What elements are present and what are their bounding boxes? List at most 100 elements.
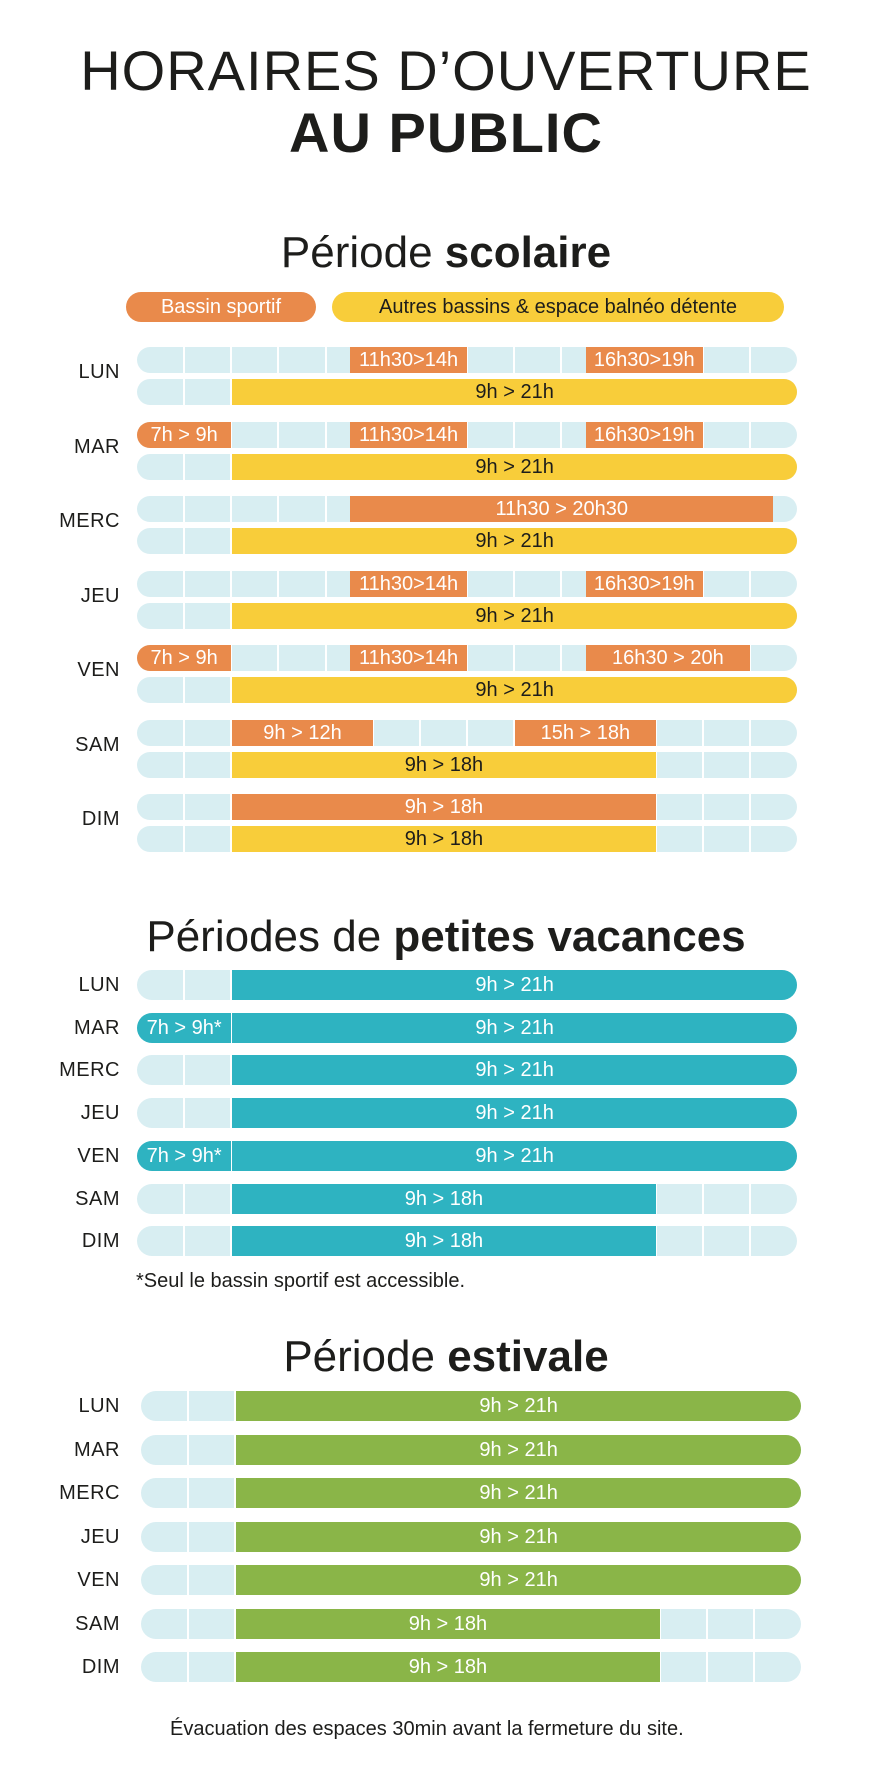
day-label: SAM <box>75 1187 120 1210</box>
vacances-track: 9h > 21h <box>137 970 797 1000</box>
hour-tick <box>371 719 374 746</box>
hour-tick <box>513 421 516 448</box>
hour-tick <box>748 1183 751 1214</box>
hour-tick <box>187 1391 190 1421</box>
hour-tick <box>230 719 233 746</box>
hour-tick <box>513 570 516 597</box>
hour-tick <box>654 1183 657 1214</box>
hour-tick <box>513 347 516 373</box>
hour-tick <box>183 379 186 405</box>
scolaire-sportif-track: 11h30 > 20h30 <box>137 496 797 522</box>
day-label: MERC <box>59 510 120 532</box>
hour-tick <box>183 496 186 522</box>
scolaire-autres-bar: 9h > 21h <box>232 677 797 703</box>
day-label: VEN <box>77 1144 120 1167</box>
hour-tick <box>418 719 421 746</box>
section-title-scolaire-normal: Période <box>280 228 445 277</box>
hour-tick <box>234 1478 237 1508</box>
section-title-estivale-normal: Période <box>283 1332 448 1381</box>
hour-tick <box>324 645 327 671</box>
hour-tick <box>748 347 751 373</box>
section-title-estivale-bold: estivale <box>447 1332 609 1381</box>
estivale-bar: 9h > 21h <box>236 1434 801 1465</box>
hour-tick <box>187 1565 190 1595</box>
hour-tick <box>654 794 657 820</box>
hour-tick <box>187 1478 190 1508</box>
section-title-petites-vacances: Périodes de petites vacances <box>0 912 892 962</box>
scolaire-autres-bar: 9h > 21h <box>232 379 797 405</box>
hour-tick <box>654 826 657 852</box>
hour-tick <box>658 1652 661 1682</box>
hour-tick <box>183 1055 186 1086</box>
section-title-estivale: Période estivale <box>0 1332 892 1382</box>
vacances-bar: 7h > 9h* <box>137 1140 232 1171</box>
hour-tick <box>230 1226 233 1257</box>
hour-tick <box>230 1098 233 1129</box>
vacances-bar: 9h > 21h <box>232 1140 797 1171</box>
section-title-vacances-bold: petites vacances <box>393 912 746 961</box>
hour-tick <box>513 719 516 746</box>
day-label: MAR <box>74 1016 120 1039</box>
hour-tick <box>701 421 704 448</box>
hour-tick <box>701 1226 704 1257</box>
hour-tick <box>183 794 186 820</box>
hour-tick <box>701 1183 704 1214</box>
estivale-track: 9h > 21h <box>141 1391 801 1421</box>
hour-tick <box>277 347 280 373</box>
scolaire-autres-track: 9h > 21h <box>137 453 797 480</box>
hour-tick <box>234 1521 237 1552</box>
day-label: MAR <box>74 1438 120 1461</box>
day-label: MAR <box>74 435 120 458</box>
day-label: SAM <box>75 1612 120 1635</box>
hour-tick <box>466 347 468 373</box>
hour-tick <box>230 751 233 778</box>
estivale-bar: 9h > 18h <box>236 1608 660 1639</box>
scolaire-autres-bar: 9h > 18h <box>232 751 656 778</box>
scolaire-autres-track: 9h > 21h <box>137 677 797 703</box>
vacances-bar: 9h > 21h <box>232 1012 797 1043</box>
scolaire-autres-track: 9h > 21h <box>137 528 797 554</box>
hour-tick <box>748 794 751 820</box>
day-label: SAM <box>75 733 120 756</box>
scolaire-sportif-track: 9h > 12h 15h > 18h <box>137 719 797 746</box>
hour-tick <box>183 347 186 373</box>
day-label: JEU <box>80 1102 120 1125</box>
hour-tick <box>748 751 751 778</box>
hour-tick <box>183 826 186 852</box>
hour-tick <box>234 1652 237 1682</box>
day-label: LUN <box>78 1395 120 1417</box>
hour-tick <box>752 1608 755 1639</box>
hour-tick <box>183 453 186 480</box>
scolaire-sportif-bar: 16h30>19h <box>585 347 703 373</box>
vacances-footnote: *Seul le bassin sportif est accessible. <box>136 1270 466 1292</box>
day-label: LUN <box>78 361 120 383</box>
day-label: MERC <box>59 1482 120 1504</box>
scolaire-sportif-bar: 9h > 12h <box>232 719 373 746</box>
hour-tick <box>230 826 233 852</box>
hour-tick <box>187 1434 190 1465</box>
section-title-scolaire-bold: scolaire <box>444 228 612 277</box>
hour-tick <box>230 970 233 1000</box>
scolaire-sportif-bar: 7h > 9h <box>137 421 232 448</box>
day-label: LUN <box>78 974 120 996</box>
estivale-track: 9h > 21h <box>141 1521 801 1552</box>
estivale-track: 9h > 18h <box>141 1608 801 1639</box>
scolaire-sportif-bar: 16h30 > 20h <box>585 645 750 671</box>
hour-tick <box>654 1226 657 1257</box>
hour-tick <box>187 1521 190 1552</box>
hour-tick <box>230 602 233 629</box>
scolaire-sportif-bar: 11h30>14h <box>350 645 467 671</box>
scolaire-autres-track: 9h > 18h <box>137 826 797 852</box>
hour-tick <box>658 1608 661 1639</box>
scolaire-sportif-track: 9h > 18h <box>137 794 797 820</box>
hour-tick <box>230 1140 233 1171</box>
main-title-line1: HORAIRES D’OUVERTURE <box>80 39 812 102</box>
day-label: JEU <box>80 1525 120 1548</box>
vacances-track: 7h > 9h* 9h > 21h <box>137 1140 797 1171</box>
main-title-line2: AU PUBLIC <box>289 101 603 164</box>
scolaire-sportif-bar: 9h > 18h <box>232 794 656 820</box>
day-label: DIM <box>81 808 120 830</box>
hour-tick <box>748 719 751 746</box>
hour-tick <box>513 645 516 671</box>
hour-tick <box>187 1608 190 1639</box>
